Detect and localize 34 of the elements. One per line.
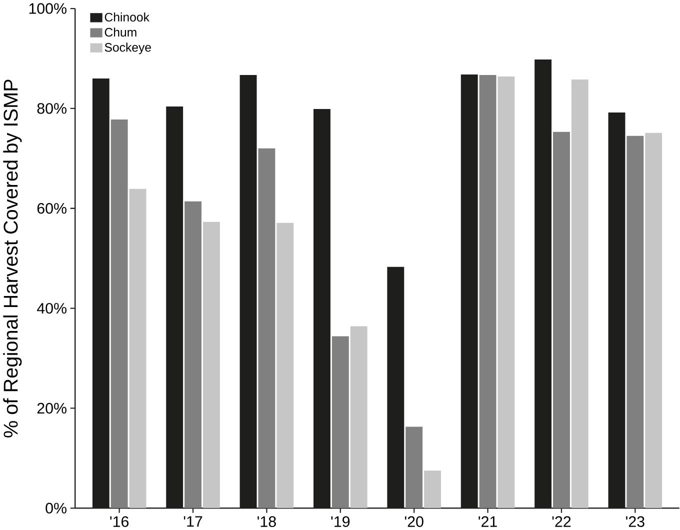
x-tick-label: '22 bbox=[552, 516, 571, 527]
bar bbox=[645, 132, 662, 508]
x-tick-label: '17 bbox=[184, 516, 202, 527]
y-tick-label: 80% bbox=[37, 103, 66, 114]
y-tick-label: 100% bbox=[29, 3, 66, 14]
x-tick-label: '18 bbox=[258, 516, 276, 527]
bar bbox=[498, 76, 515, 508]
bar bbox=[350, 326, 368, 508]
bar bbox=[276, 222, 294, 508]
bar bbox=[332, 336, 349, 508]
bar bbox=[129, 188, 146, 508]
bar bbox=[571, 79, 588, 508]
y-tick-label: 20% bbox=[37, 402, 66, 414]
legend-label: Sockeye bbox=[104, 42, 151, 54]
x-tick-label: '20 bbox=[404, 516, 424, 527]
bar bbox=[406, 426, 423, 508]
bar bbox=[184, 201, 202, 508]
y-tick-label: 60% bbox=[37, 202, 66, 214]
x-tick-label: '21 bbox=[478, 516, 497, 527]
y-tick-label: 40% bbox=[37, 302, 66, 314]
bar bbox=[258, 148, 276, 508]
bar bbox=[424, 470, 441, 508]
y-axis-title: % of Regional Harvest Covered by ISMP bbox=[3, 80, 22, 438]
bar bbox=[553, 132, 570, 508]
x-tick-label: '16 bbox=[110, 516, 129, 527]
legend-label: Chinook bbox=[104, 12, 150, 22]
legend-label: Chum bbox=[104, 28, 136, 37]
bar bbox=[479, 74, 496, 508]
y-tick-label: 0% bbox=[46, 502, 66, 514]
x-tick-label: '19 bbox=[331, 516, 350, 527]
bar bbox=[110, 119, 128, 508]
bar bbox=[626, 136, 644, 508]
bar bbox=[202, 222, 220, 508]
x-tick-label: '23 bbox=[626, 516, 644, 527]
